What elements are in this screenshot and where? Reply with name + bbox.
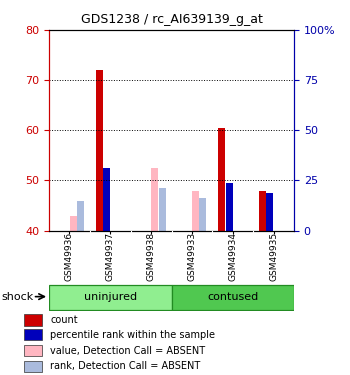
Bar [199, 198, 206, 231]
Bar [226, 183, 232, 231]
Text: GSM49935: GSM49935 [269, 232, 278, 281]
Bar [24, 329, 42, 340]
Text: GSM49938: GSM49938 [147, 232, 156, 281]
Bar [266, 193, 273, 231]
Bar [159, 188, 166, 231]
Text: contused: contused [207, 292, 258, 302]
Bar [24, 314, 42, 326]
Bar [70, 216, 77, 231]
Text: GSM49937: GSM49937 [106, 232, 115, 281]
Text: GSM49936: GSM49936 [65, 232, 74, 281]
Bar [96, 70, 103, 231]
Bar [103, 168, 110, 231]
Text: value, Detection Call = ABSENT: value, Detection Call = ABSENT [50, 346, 205, 356]
Text: GSM49933: GSM49933 [187, 232, 196, 281]
Bar [24, 345, 42, 356]
Text: rank, Detection Call = ABSENT: rank, Detection Call = ABSENT [50, 362, 201, 371]
Bar [192, 190, 199, 231]
Bar [218, 128, 225, 231]
Bar [259, 190, 266, 231]
Text: count: count [50, 315, 78, 325]
FancyBboxPatch shape [49, 285, 172, 310]
Text: uninjured: uninjured [84, 292, 137, 302]
FancyBboxPatch shape [172, 285, 294, 310]
Bar [77, 201, 84, 231]
Title: GDS1238 / rc_AI639139_g_at: GDS1238 / rc_AI639139_g_at [80, 13, 262, 26]
Text: GSM49934: GSM49934 [228, 232, 237, 281]
Text: shock: shock [2, 292, 34, 302]
Bar [24, 361, 42, 372]
Bar [151, 168, 158, 231]
Text: percentile rank within the sample: percentile rank within the sample [50, 330, 215, 340]
